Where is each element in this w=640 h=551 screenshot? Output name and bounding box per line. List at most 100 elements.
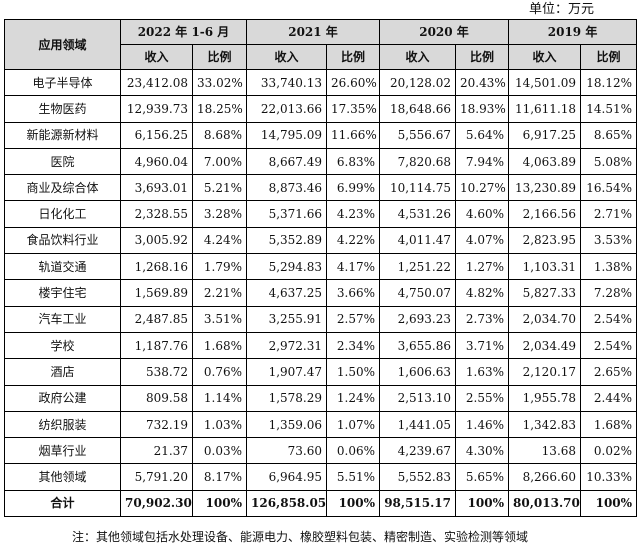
field-name-cell: 政府公建: [4, 384, 121, 412]
revenue-header: 收入: [120, 44, 193, 70]
ratio-cell: 5.64%: [455, 121, 510, 149]
field-name-cell: 日化化工: [4, 200, 121, 228]
ratio-cell: 2.73%: [455, 305, 510, 333]
unit-label: 单位：万元: [528, 2, 594, 17]
table-row: 纺织服装 732.19 1.03% 1,359.06 1.07% 1,441.05 1.46…: [4, 410, 638, 439]
revenue-header: 收入: [246, 44, 327, 70]
ratio-cell: 4.82%: [455, 279, 510, 307]
revenue-cell: 1,187.76: [120, 331, 193, 360]
revenue-cell: 2,513.10: [379, 384, 457, 412]
revenue-cell: 1,359.06: [246, 410, 327, 439]
revenue-cell: 6,156.25: [120, 121, 193, 149]
revenue-cell: 3,005.92: [120, 226, 193, 255]
revenue-cell: 12,939.73: [120, 95, 193, 123]
revenue-cell: 2,823.95: [508, 226, 582, 255]
field-name-cell: 商业及综合体: [4, 174, 121, 202]
revenue-cell: 809.58: [120, 384, 193, 412]
ratio-cell: 14.51%: [580, 95, 638, 123]
field-name-cell: 楼宇住宅: [4, 279, 121, 307]
table-row: 新能源新材料 6,156.25 8.68% 14,795.09 11.66% 5,556.…: [4, 121, 638, 149]
revenue-cell: 6,917.25: [508, 121, 582, 149]
revenue-cell: 2,487.85: [120, 305, 193, 333]
ratio-cell: 26.60%: [325, 68, 381, 97]
revenue-cell: 21.37: [120, 437, 193, 465]
revenue-cell: 4,531.26: [379, 200, 457, 228]
revenue-cell: 13,230.89: [508, 174, 582, 202]
revenue-cell: 5,556.67: [379, 121, 457, 149]
revenue-cell: 126,858.05: [246, 489, 327, 518]
ratio-cell: 100%: [580, 489, 638, 518]
ratio-cell: 7.00%: [192, 147, 247, 176]
table-row: 楼宇住宅 1,569.89 2.21% 4,637.25 3.66% 4,750.07 4.…: [4, 279, 638, 307]
revenue-cell: 3,255.91: [246, 305, 327, 333]
field-name-cell: 酒店: [4, 358, 121, 386]
revenue-cell: 1,268.16: [120, 253, 193, 281]
ratio-cell: 1.38%: [580, 253, 638, 281]
table-row: 其他领域 5,791.20 8.17% 6,964.95 5.51% 5,552.83 5.…: [4, 463, 638, 491]
revenue-cell: 4,063.89: [508, 147, 582, 176]
revenue-cell: 2,328.55: [120, 200, 193, 228]
table-row: 日化化工 2,328.55 3.28% 5,371.66 4.23% 4,531.26 4.…: [4, 200, 638, 228]
revenue-cell: 4,750.07: [379, 279, 457, 307]
revenue-cell: 13.68: [508, 437, 582, 465]
footnote: 注：其他领域包括水处理设备、能源电力、橡胶塑料包装、精密制造、实验检测等领域: [72, 530, 529, 544]
table-row: 医院 4,960.04 7.00% 8,667.49 6.83% 7,820.68 7.94…: [4, 147, 638, 176]
ratio-cell: 3.71%: [455, 331, 510, 360]
revenue-cell: 538.72: [120, 358, 193, 386]
revenue-by-field-table: 应用领域 2022 年 1-6 月 2021 年 2020 年 2019 年 收…: [4, 19, 638, 518]
revenue-cell: 23,412.08: [120, 68, 193, 97]
revenue-cell: 2,972.31: [246, 331, 327, 360]
ratio-cell: 18.93%: [455, 95, 510, 123]
total-row: 合计 70,902.30 100% 126,858.05 100% 98,515.17 10…: [4, 489, 638, 518]
ratio-cell: 10.33%: [580, 463, 638, 491]
ratio-cell: 4.30%: [455, 437, 510, 465]
ratio-cell: 1.07%: [325, 410, 381, 439]
revenue-cell: 5,552.83: [379, 463, 457, 491]
revenue-cell: 3,655.86: [379, 331, 457, 360]
field-header: 应用领域: [4, 19, 121, 70]
ratio-cell: 4.23%: [325, 200, 381, 228]
revenue-cell: 10,114.75: [379, 174, 457, 202]
ratio-cell: 1.68%: [192, 331, 247, 360]
ratio-cell: 7.94%: [455, 147, 510, 176]
revenue-cell: 4,637.25: [246, 279, 327, 307]
field-name-cell: 学校: [4, 331, 121, 360]
ratio-cell: 4.22%: [325, 226, 381, 255]
ratio-cell: 0.02%: [580, 437, 638, 465]
period-header: 2022 年 1-6 月: [120, 19, 247, 45]
table-row: 烟草行业 21.37 0.03% 73.60 0.06% 4,239.67 4.30% 13.…: [4, 437, 638, 465]
ratio-cell: 3.28%: [192, 200, 247, 228]
revenue-cell: 4,239.67: [379, 437, 457, 465]
ratio-cell: 1.50%: [325, 358, 381, 386]
ratio-cell: 0.06%: [325, 437, 381, 465]
revenue-cell: 5,294.83: [246, 253, 327, 281]
revenue-cell: 1,955.78: [508, 384, 582, 412]
revenue-cell: 3,693.01: [120, 174, 193, 202]
ratio-cell: 3.66%: [325, 279, 381, 307]
revenue-header: 收入: [508, 44, 582, 70]
revenue-cell: 2,034.49: [508, 331, 582, 360]
ratio-cell: 0.03%: [192, 437, 247, 465]
revenue-cell: 2,166.56: [508, 200, 582, 228]
ratio-cell: 2.54%: [580, 331, 638, 360]
table-row: 电子半导体 23,412.08 33.02% 33,740.13 26.60% 20,12…: [4, 68, 638, 97]
field-name-cell: 电子半导体: [4, 68, 121, 97]
ratio-cell: 2.71%: [580, 200, 638, 228]
revenue-cell: 80,013.70: [508, 489, 582, 518]
ratio-cell: 100%: [192, 489, 247, 518]
table-row: 汽车工业 2,487.85 3.51% 3,255.91 2.57% 2,693.23 2.…: [4, 305, 638, 333]
ratio-cell: 33.02%: [192, 68, 247, 97]
revenue-cell: 70,902.30: [120, 489, 193, 518]
ratio-cell: 6.99%: [325, 174, 381, 202]
field-name-cell: 轨道交通: [4, 253, 121, 281]
revenue-cell: 5,827.33: [508, 279, 582, 307]
revenue-header: 收入: [379, 44, 457, 70]
header-row-metrics: 收入 比例 收入 比例 收入 比例 收入 比例: [5, 44, 638, 70]
ratio-cell: 5.08%: [580, 147, 638, 176]
ratio-header: 比例: [192, 44, 247, 70]
revenue-cell: 8,266.60: [508, 463, 582, 491]
ratio-header: 比例: [580, 44, 638, 70]
ratio-cell: 18.25%: [192, 95, 247, 123]
ratio-header: 比例: [455, 44, 510, 70]
field-name-cell: 烟草行业: [4, 437, 121, 465]
